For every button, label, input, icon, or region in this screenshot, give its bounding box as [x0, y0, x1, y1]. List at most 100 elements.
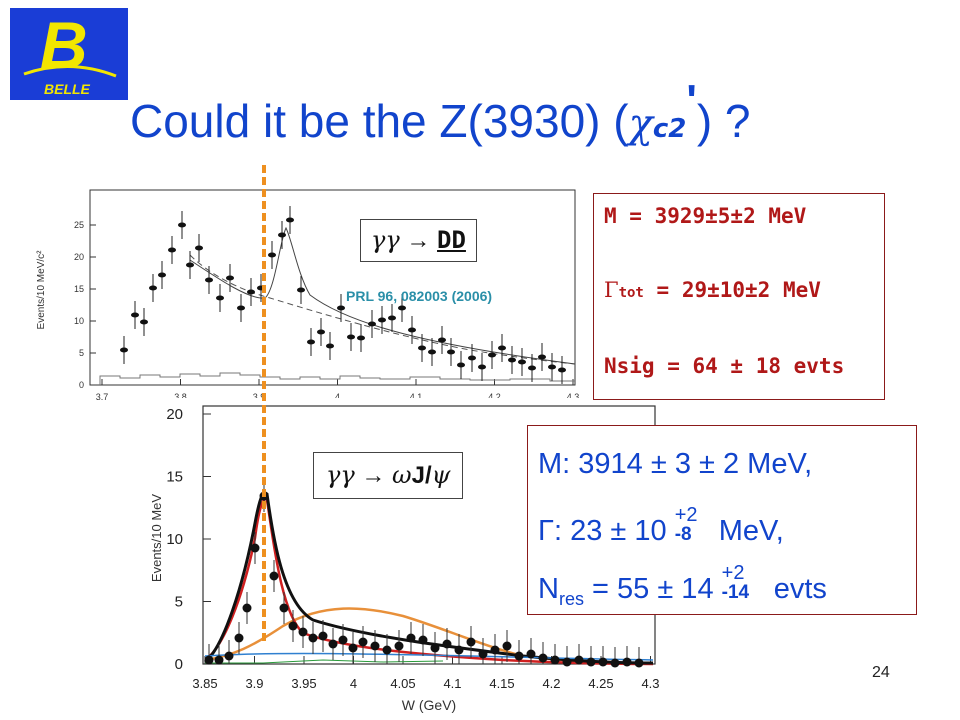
belle-logo-graphic: B BELLE	[10, 8, 128, 100]
bottom-nres-line: Nres = 55 ± 14 +2 -14 evts	[538, 562, 827, 610]
bottom-data-point	[348, 643, 358, 653]
bottom-width-line: Γ: 23 ± 10 +2 -8 MeV,	[538, 504, 784, 548]
title-prime: '	[686, 76, 697, 125]
top-data-point	[488, 352, 496, 358]
top-data-point	[388, 315, 396, 321]
top-data-point	[205, 277, 213, 283]
reference-citation: PRL 96, 082003 (2006)	[346, 288, 493, 304]
bottom-process-omega: ω	[392, 461, 412, 489]
top-plot: Events/10 MeV/c² 0 5 10 15 20 25 3.7 3.8 3.9 4 4.…	[36, 189, 580, 402]
top-results-box: M = 3929±5±2 MeV Γtot = 29±10±2 MeV Nsig…	[593, 193, 885, 400]
bottom-data-point	[454, 645, 464, 655]
top-data-point	[368, 321, 376, 327]
bottom-plot-ylabel: Events/10 MeV	[149, 494, 164, 582]
bottom-data-point	[574, 655, 584, 665]
bottom-data-point	[478, 649, 488, 659]
top-xtick-label: 4.3	[567, 392, 580, 402]
top-ytick-label: 5	[79, 348, 84, 358]
bottom-xtick-label: 3.9	[245, 676, 263, 691]
top-data-point	[195, 245, 203, 251]
bottom-gamma-err-up: +2	[674, 504, 698, 526]
bottom-n-value: = 55 ± 14	[592, 573, 714, 605]
top-data-point	[326, 343, 334, 349]
bottom-xtick-label: 4.1	[443, 676, 461, 691]
top-data-point	[317, 329, 325, 335]
top-data-point	[337, 305, 345, 311]
top-data-point	[140, 319, 148, 325]
bottom-data-point	[502, 641, 512, 651]
bottom-data-point	[514, 651, 524, 661]
top-data-point	[538, 354, 546, 360]
bottom-data-point	[328, 639, 338, 649]
bottom-process-psi: ψ	[431, 461, 451, 489]
top-total-fit	[189, 226, 576, 365]
logo-text: BELLE	[44, 81, 91, 97]
bottom-data-point	[394, 641, 404, 651]
page-number: 24	[872, 664, 890, 681]
top-background-histogram	[99, 372, 575, 385]
top-xtick-label: 4.1	[410, 392, 423, 402]
bottom-data-points	[204, 480, 644, 668]
bottom-data-point	[622, 657, 632, 667]
top-data-point	[498, 345, 506, 351]
bottom-data-point	[338, 635, 348, 645]
bottom-data-point	[490, 645, 500, 655]
bottom-data-point	[214, 655, 224, 665]
top-xtick-label: 3.9	[253, 392, 266, 402]
bottom-process-label: γγ → ωJ/ψ	[313, 452, 464, 499]
top-xtick-label: 4	[335, 392, 340, 402]
bottom-plot-xlabel: W (GeV)	[402, 697, 456, 713]
bottom-data-point	[308, 633, 318, 643]
top-data-point	[438, 337, 446, 343]
top-data-point	[307, 339, 315, 345]
bottom-n-err-down: -14	[721, 582, 750, 603]
top-gamma-value: = 29±10±2 MeV	[656, 278, 821, 302]
top-data-point	[528, 365, 536, 371]
bottom-gamma-unit: MeV,	[718, 515, 784, 547]
bottom-n-err-up: +2	[721, 562, 745, 584]
top-data-point	[478, 364, 486, 370]
bottom-data-point	[234, 633, 244, 643]
top-background-fit	[189, 254, 576, 365]
bottom-data-point	[204, 655, 214, 665]
bottom-ytick-label: 20	[166, 406, 183, 423]
page-title: Could it be the Z(3930) (χc2') ?	[130, 76, 751, 148]
bottom-data-point	[466, 637, 476, 647]
top-gamma-symbol: Γ	[604, 278, 619, 302]
bottom-data-point	[269, 571, 279, 581]
top-data-point	[158, 272, 166, 278]
bottom-ytick-label: 5	[175, 594, 183, 611]
top-process-final: DD	[437, 226, 466, 254]
top-mass: M = 3929±5±2 MeV	[604, 204, 807, 228]
bottom-data-point	[526, 649, 536, 659]
top-ytick-label: 10	[74, 316, 84, 326]
top-data-point	[216, 295, 224, 301]
bottom-xtick-label: 4.2	[542, 676, 560, 691]
bottom-results-box: M: 3914 ± 3 ± 2 MeV, Γ: 23 ± 10 +2 -8 MeV…	[527, 425, 917, 615]
top-data-point	[548, 364, 556, 370]
bottom-data-point	[358, 637, 368, 647]
bottom-data-point	[562, 657, 572, 667]
top-data-point	[168, 247, 176, 253]
top-ytick-label: 0	[79, 380, 84, 390]
bottom-data-point	[598, 657, 608, 667]
logo-letter: B	[40, 8, 88, 82]
bottom-xtick-label: 4.25	[588, 676, 613, 691]
top-process-label: γγ → DD	[360, 219, 477, 262]
bottom-xtick-label: 3.85	[192, 676, 217, 691]
top-data-point	[247, 289, 255, 295]
top-width-line: Γtot = 29±10±2 MeV	[604, 278, 821, 302]
bottom-gamma-prefix: Γ: 23 ± 10	[538, 515, 667, 547]
bottom-data-point	[370, 641, 380, 651]
top-ytick-label: 25	[74, 220, 84, 230]
top-data-point	[508, 357, 516, 363]
bottom-data-point	[279, 603, 289, 613]
bottom-data-point	[406, 633, 416, 643]
blue-component-curve	[204, 652, 654, 661]
bottom-data-point	[610, 658, 620, 668]
bottom-ytick-label: 0	[175, 656, 183, 673]
top-data-point	[237, 305, 245, 311]
bottom-data-point	[634, 658, 644, 668]
bottom-process-arrow: →	[361, 462, 386, 489]
top-ytick-label: 20	[74, 252, 84, 262]
